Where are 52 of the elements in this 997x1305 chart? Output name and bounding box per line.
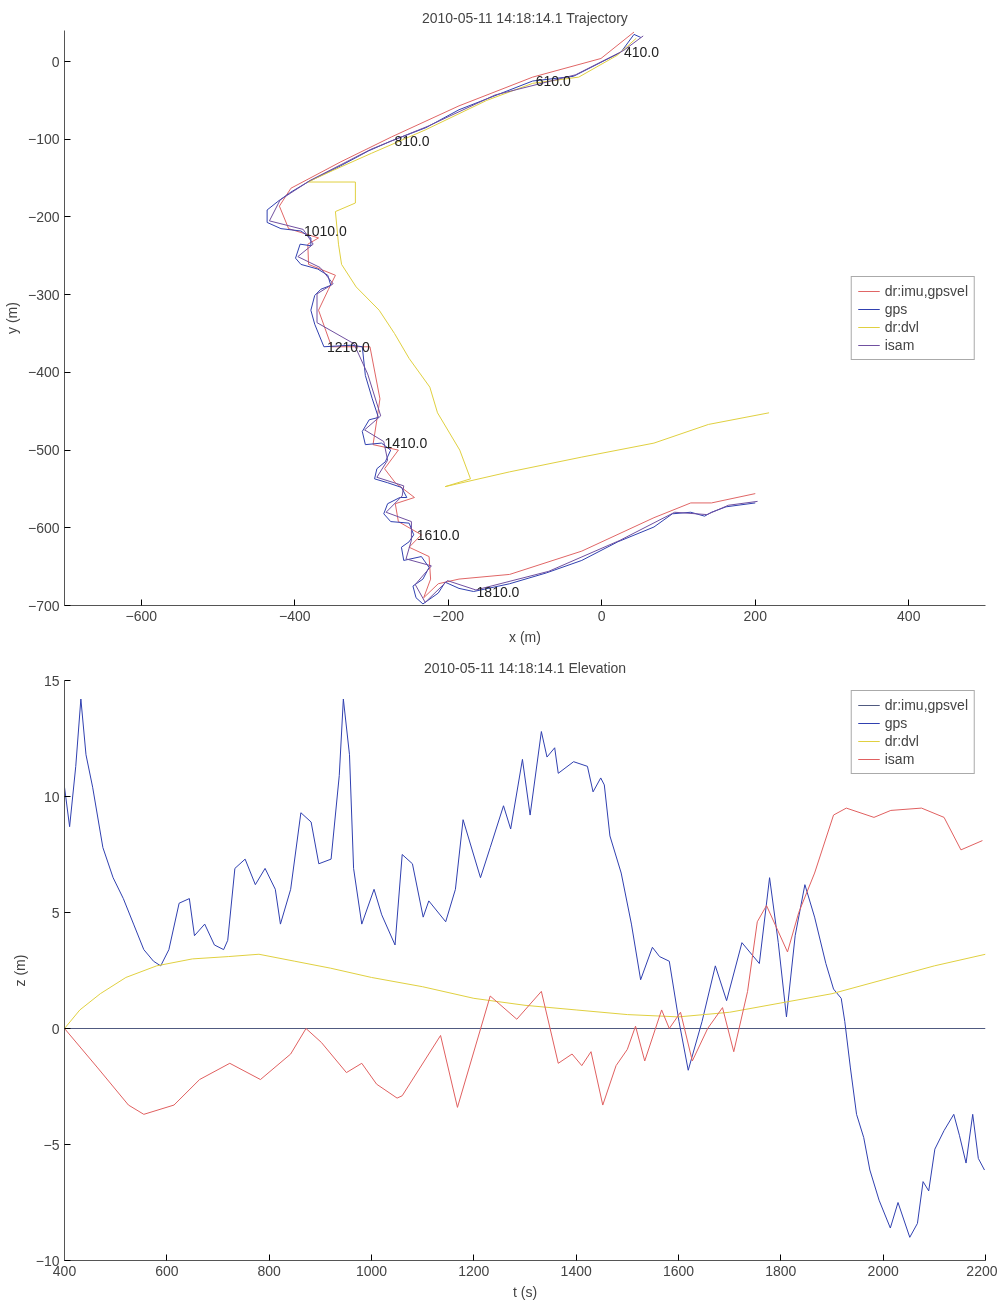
legend-label: isam — [884, 336, 915, 353]
y-tick-label: −400 — [27, 364, 60, 381]
y-tick-label: 10 — [43, 788, 60, 805]
legend-label: gps — [884, 715, 908, 731]
chart-title: 2010-05-11 14:18:14.1 Trajectory — [421, 9, 628, 26]
x-tick-label: 1000 — [355, 1262, 388, 1279]
annotation: 1610.0 — [416, 526, 460, 543]
x-tick-label: 1600 — [662, 1262, 695, 1279]
legend-label: isam — [884, 751, 915, 767]
y-tick-label: −100 — [27, 131, 60, 148]
y-tick-label: 15 — [43, 672, 60, 689]
line-series — [64, 953, 986, 1029]
x-tick-label: 1200 — [458, 1262, 490, 1279]
annotation: 1010.0 — [303, 222, 347, 239]
y-axis-title: z (m) — [11, 954, 28, 987]
annotation: 1810.0 — [476, 583, 520, 600]
line-series — [64, 698, 985, 1238]
x-tick-label: 800 — [257, 1262, 282, 1279]
line-series — [307, 37, 770, 488]
y-tick-label: −200 — [27, 208, 60, 225]
x-tick-label: 0 — [597, 607, 606, 624]
y-tick-label: −700 — [27, 597, 60, 614]
annotation: 410.0 — [623, 44, 660, 61]
annotation: 1410.0 — [384, 435, 428, 452]
x-tick-label: −400 — [278, 607, 311, 624]
x-tick-label: 400 — [897, 607, 921, 624]
x-tick-label: 200 — [743, 607, 768, 624]
x-tick-label: 1400 — [560, 1262, 592, 1279]
x-tick-label: 2000 — [867, 1262, 899, 1279]
annotation: 810.0 — [394, 132, 430, 149]
legend-label: dr:imu,gpsvel — [884, 697, 968, 713]
legend-label: dr:dvl — [884, 733, 919, 749]
x-tick-label: 2200 — [966, 1262, 997, 1279]
y-tick-label: −300 — [27, 286, 60, 303]
y-axis-title: y (m) — [3, 302, 20, 334]
x-axis-title: t (s) — [512, 1283, 538, 1300]
y-tick-label: −600 — [27, 519, 60, 536]
y-tick-label: −5 — [43, 1136, 60, 1153]
y-tick-label: −500 — [27, 442, 60, 459]
line-series — [64, 807, 983, 1115]
y-tick-label: 5 — [51, 904, 60, 921]
x-tick-label: 1800 — [765, 1262, 797, 1279]
x-tick-label: −200 — [432, 607, 465, 624]
x-tick-label: 600 — [155, 1262, 179, 1279]
x-tick-label: −600 — [125, 607, 158, 624]
x-axis-title: x (m) — [509, 628, 541, 645]
y-tick-label: 0 — [51, 1020, 60, 1037]
y-tick-label: 0 — [51, 53, 60, 70]
legend-label: gps — [884, 300, 908, 317]
legend-label: dr:imu,gpsvel — [884, 282, 968, 299]
legend-label: dr:dvl — [884, 318, 919, 335]
chart-title: 2010-05-11 14:18:14.1 Elevation — [423, 659, 627, 676]
